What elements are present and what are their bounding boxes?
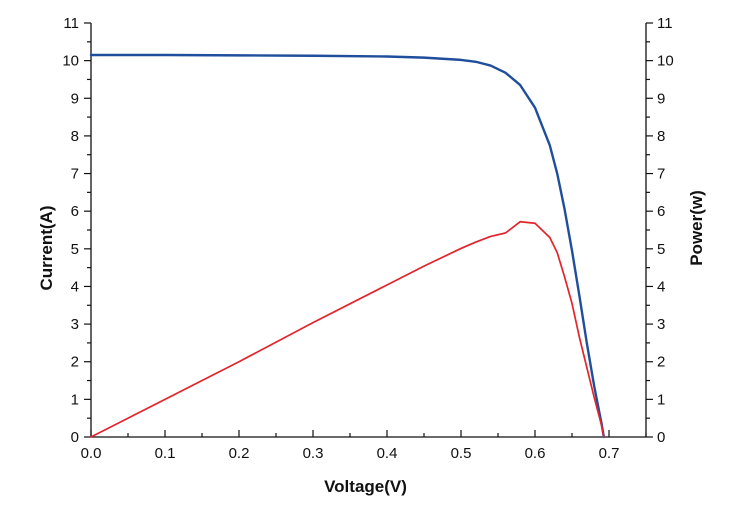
left-y-tick-label: 9: [71, 90, 79, 107]
left-y-tick-label: 4: [71, 278, 79, 295]
right-y-tick-label: 2: [657, 354, 665, 371]
x-tick-label: 0.4: [377, 445, 398, 462]
right-y-tick-label: 6: [657, 203, 665, 220]
left-y-tick-label: 10: [62, 53, 79, 70]
right-y-tick-label: 5: [657, 241, 665, 258]
x-tick-label: 0.6: [525, 445, 546, 462]
power-curve: [90, 220, 605, 438]
right-y-tick-label: 4: [657, 278, 665, 295]
right-y-tick-label: 1: [657, 391, 665, 408]
x-tick-label: 0.1: [155, 445, 176, 462]
right-y-axis-label: Power(w): [687, 190, 706, 266]
x-tick-label: 0.3: [303, 445, 324, 462]
left-y-tick-label: 1: [71, 391, 79, 408]
left-y-tick-label: 7: [71, 166, 79, 183]
x-axis-label: Voltage(V): [324, 477, 407, 496]
right-y-axis-ticks: 0 1 2 3 4 5 6 7 8 9 10 11: [646, 15, 674, 446]
right-y-tick-label: 9: [657, 90, 665, 107]
left-y-tick-label: 11: [63, 15, 79, 32]
x-tick-label: 0.7: [599, 445, 620, 462]
right-y-tick-label: 8: [657, 128, 665, 145]
current-curve: [89, 53, 606, 439]
right-y-tick-label: 7: [657, 166, 665, 183]
x-tick-label: 0.5: [451, 445, 472, 462]
plot-frame: [90, 23, 647, 438]
left-y-axis-label: Current(A): [37, 206, 56, 291]
left-y-tick-label: 0: [71, 429, 79, 446]
left-y-tick-label: 3: [71, 316, 79, 333]
right-y-tick-label: 0: [657, 429, 665, 446]
x-tick-label: 0.2: [229, 445, 250, 462]
left-y-tick-label: 8: [71, 128, 79, 145]
series-layer: [89, 53, 606, 439]
x-axis-ticks: 0.0 0.1 0.2 0.3 0.4 0.5 0.6 0.7: [81, 430, 647, 462]
x-tick-label: 0.0: [81, 445, 102, 462]
left-y-tick-label: 5: [71, 241, 79, 258]
left-y-tick-label: 2: [71, 354, 79, 371]
left-y-tick-label: 6: [71, 203, 79, 220]
left-y-axis-ticks: 0 1 2 3 4 5 6 7 8 9 10 11: [62, 15, 91, 446]
right-y-tick-label: 11: [657, 15, 673, 32]
right-y-tick-label: 3: [657, 316, 665, 333]
right-y-tick-label: 10: [657, 53, 674, 70]
